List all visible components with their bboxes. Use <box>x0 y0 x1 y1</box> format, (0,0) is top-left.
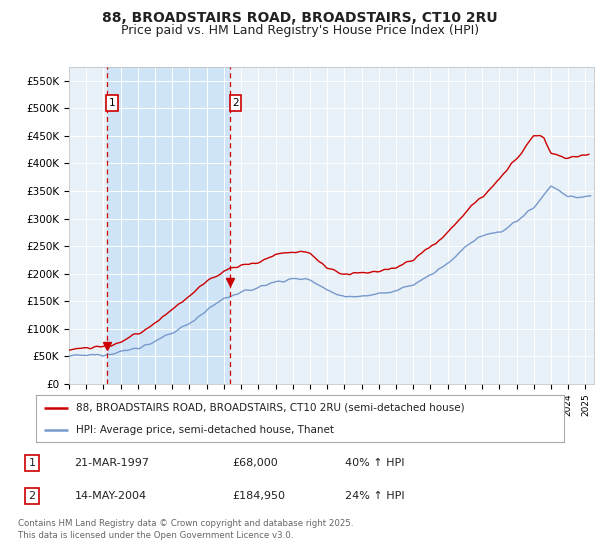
Text: 2: 2 <box>29 491 35 501</box>
Text: This data is licensed under the Open Government Licence v3.0.: This data is licensed under the Open Gov… <box>18 531 293 540</box>
Text: 24% ↑ HPI: 24% ↑ HPI <box>345 491 405 501</box>
Text: 88, BROADSTAIRS ROAD, BROADSTAIRS, CT10 2RU (semi-detached house): 88, BROADSTAIRS ROAD, BROADSTAIRS, CT10 … <box>76 403 464 413</box>
Bar <box>107 67 230 384</box>
Text: 2: 2 <box>232 98 239 108</box>
Text: Price paid vs. HM Land Registry's House Price Index (HPI): Price paid vs. HM Land Registry's House … <box>121 24 479 36</box>
Text: Contains HM Land Registry data © Crown copyright and database right 2025.: Contains HM Land Registry data © Crown c… <box>18 519 353 528</box>
Text: £68,000: £68,000 <box>232 458 278 468</box>
Text: 40% ↑ HPI: 40% ↑ HPI <box>345 458 404 468</box>
Text: 88, BROADSTAIRS ROAD, BROADSTAIRS, CT10 2RU: 88, BROADSTAIRS ROAD, BROADSTAIRS, CT10 … <box>102 11 498 25</box>
Text: 1: 1 <box>109 98 116 108</box>
Text: 1: 1 <box>29 458 35 468</box>
Text: 14-MAY-2004: 14-MAY-2004 <box>74 491 146 501</box>
Text: £184,950: £184,950 <box>232 491 286 501</box>
Text: 21-MAR-1997: 21-MAR-1997 <box>74 458 149 468</box>
Text: HPI: Average price, semi-detached house, Thanet: HPI: Average price, semi-detached house,… <box>76 424 334 435</box>
